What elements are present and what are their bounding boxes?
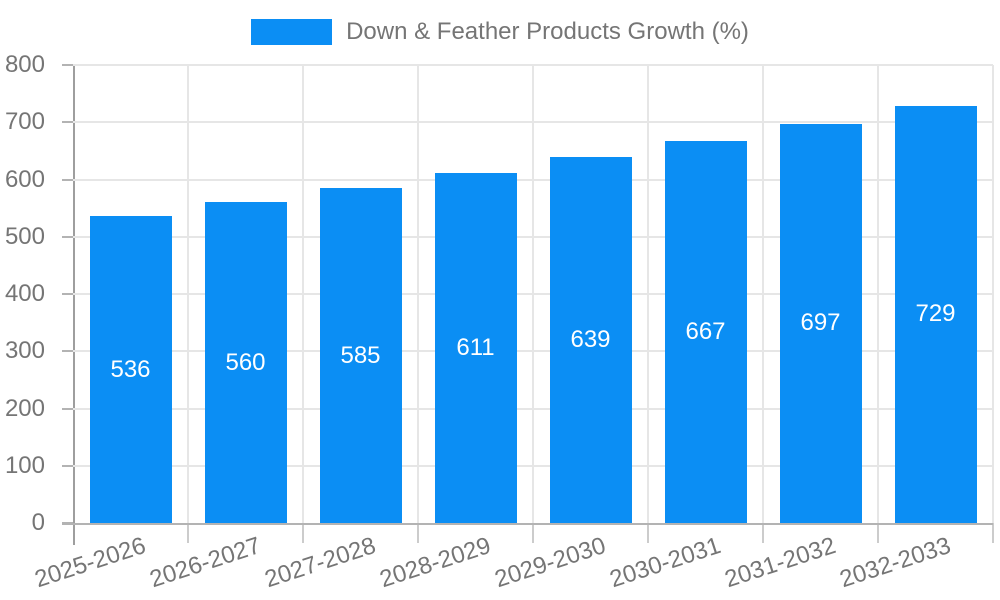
y-tick [62,121,73,124]
x-tick [762,523,764,543]
y-tick [62,64,73,66]
x-gridline [762,65,764,523]
y-axis-tick-label: 700 [4,108,45,136]
y-tick [62,464,73,467]
x-gridline [992,65,994,523]
bar[interactable]: 639 [549,157,632,523]
bar-value-label: 639 [570,326,611,354]
x-gridline [417,65,419,523]
bar-value-label: 611 [456,334,495,362]
bar[interactable]: 536 [89,216,172,523]
bar-value-label: 585 [340,341,381,369]
y-tick [62,178,73,181]
legend-label: Down & Feather Products Growth (%) [346,18,749,45]
y-axis-tick-label: 0 [31,509,45,536]
x-tick [302,523,304,543]
x-gridline [187,65,189,523]
y-axis-tick-label: 200 [4,394,45,422]
x-tick [647,523,649,543]
y-tick [62,522,73,524]
y-axis-tick-label: 300 [4,337,45,365]
x-tick [532,523,534,543]
x-tick [877,523,879,543]
bar[interactable]: 585 [319,188,402,523]
bar[interactable]: 560 [204,202,287,523]
x-tick [187,523,189,543]
bar-value-label: 560 [225,348,266,376]
bar-value-label: 697 [800,309,841,337]
bar-value-label: 667 [685,318,726,346]
bar[interactable]: 611 [434,173,517,523]
y-tick [62,293,73,295]
y-axis-tick-label: 800 [4,51,45,78]
x-gridline [877,65,879,523]
bar-value-label: 536 [110,355,151,383]
x-tick [992,523,994,543]
y-axis-tick-label: 400 [4,280,45,307]
bar-value-label: 729 [915,300,956,328]
y-axis-tick-label: 100 [4,451,45,479]
x-gridline [532,65,534,523]
y-tick [62,350,73,353]
y-axis-tick-label: 600 [4,165,45,193]
x-tick [417,523,419,543]
x-axis-baseline [62,523,993,525]
y-tick [62,235,73,238]
y-tick [62,407,73,410]
bar[interactable]: 729 [894,105,977,523]
x-gridline [647,65,649,523]
legend: Down & Feather Products Growth (%) [0,18,1000,46]
y-axis-tick-label: 500 [4,222,45,250]
plot-area: 536 560 585 611 639 667 697 729 [73,64,994,543]
x-gridline [302,65,304,523]
bar[interactable]: 697 [779,123,862,523]
legend-swatch [251,19,333,45]
y-axis-line [73,65,75,545]
bar[interactable]: 667 [664,141,747,523]
